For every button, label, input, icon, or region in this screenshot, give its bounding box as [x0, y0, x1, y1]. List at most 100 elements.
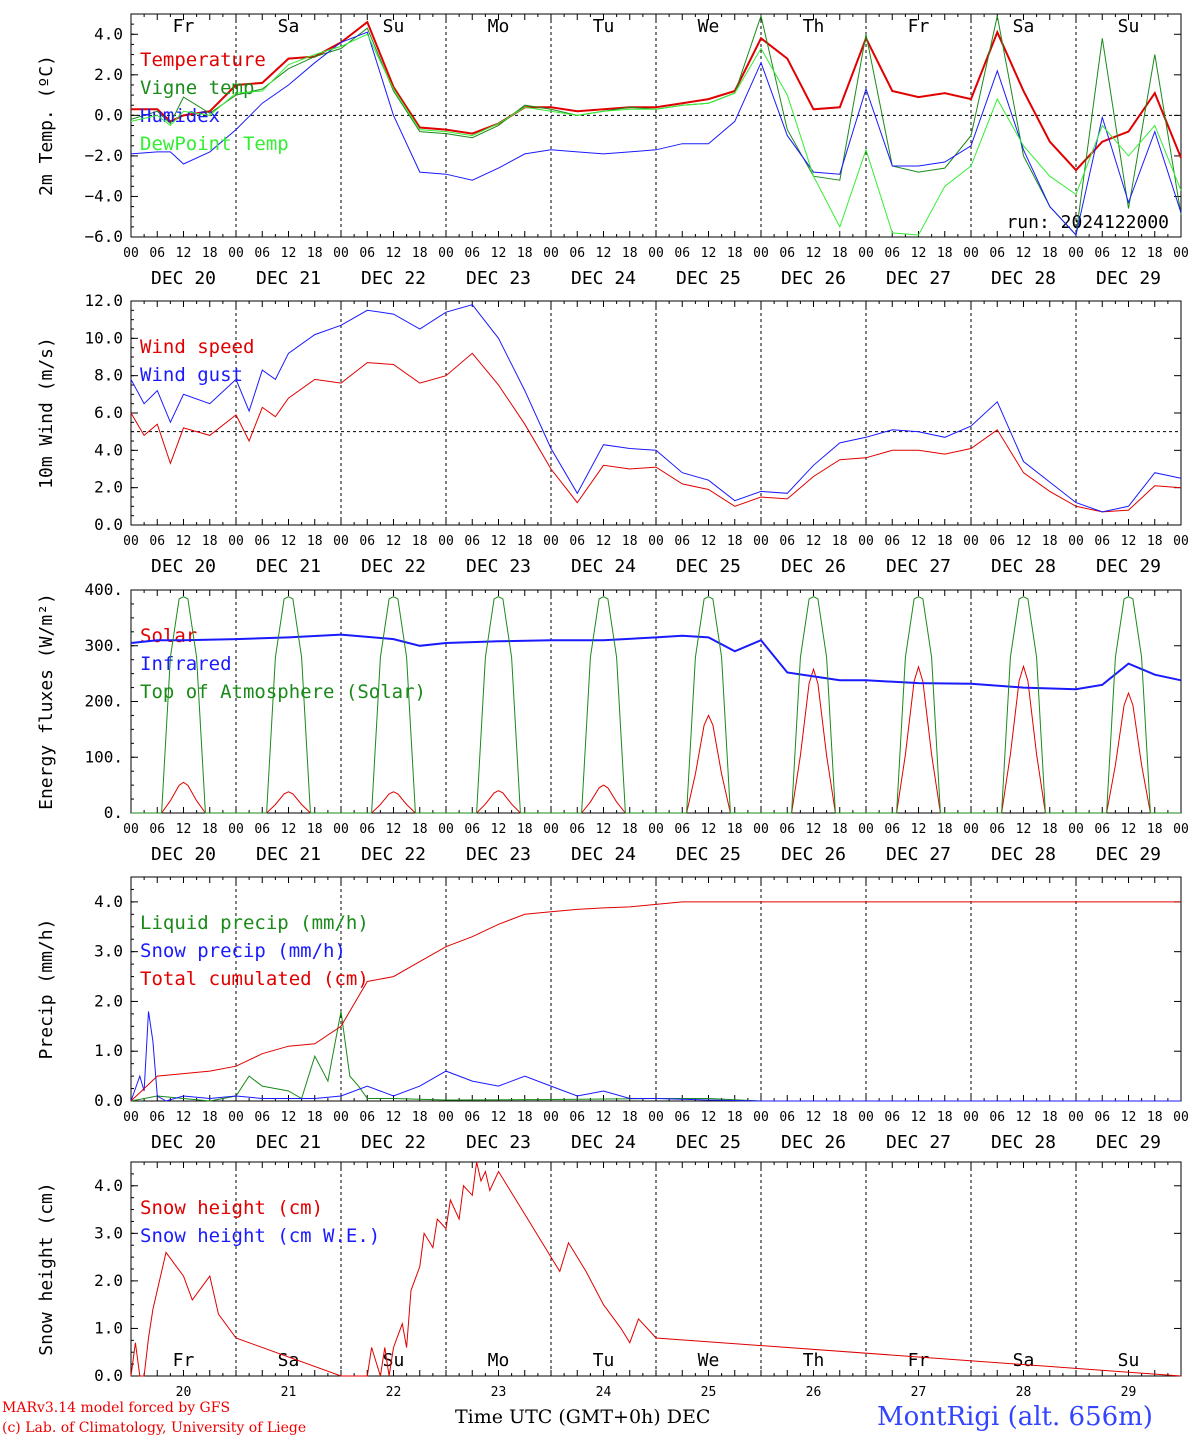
- date-label: DEC 28: [991, 844, 1056, 865]
- weekday-label: Sa: [278, 16, 300, 37]
- weekday-label: Tu: [593, 16, 615, 37]
- hour-tick-label: 18: [307, 1110, 323, 1125]
- hour-tick-label: 00: [858, 246, 874, 261]
- hour-tick-label: 12: [281, 822, 297, 837]
- hour-tick-label: 12: [281, 246, 297, 261]
- hour-tick-label: 12: [1016, 1110, 1032, 1125]
- hour-tick-label: 00: [1173, 246, 1189, 261]
- date-label: DEC 24: [571, 844, 636, 865]
- series-line-2: [131, 596, 1181, 814]
- hour-tick-label: 12: [1121, 246, 1137, 261]
- hour-tick-label: 12: [596, 534, 612, 549]
- hour-tick-label: 12: [176, 822, 192, 837]
- date-label: DEC 20: [151, 556, 216, 577]
- hour-tick-label: 18: [622, 246, 638, 261]
- hour-tick-label: 12: [386, 246, 402, 261]
- y-tick-label: 3.0: [94, 1223, 123, 1242]
- hour-tick-label: 00: [543, 822, 559, 837]
- date-label: DEC 21: [256, 844, 321, 865]
- hour-tick-label: 18: [1042, 534, 1058, 549]
- series-line-2: [130, 31, 1182, 237]
- date-label: DEC 26: [781, 1132, 846, 1153]
- day-number-label: 29: [1121, 1385, 1137, 1400]
- hour-tick-label: 00: [228, 246, 244, 261]
- weekday-label: Su: [1118, 1350, 1140, 1371]
- hour-tick-label: 18: [1042, 246, 1058, 261]
- hour-tick-label: 12: [596, 822, 612, 837]
- hour-tick-label: 12: [176, 1110, 192, 1125]
- y-axis-label: Snow height (cm): [36, 1182, 57, 1355]
- hour-tick-label: 06: [674, 246, 690, 261]
- hour-tick-label: 06: [884, 822, 900, 837]
- hour-tick-label: 12: [491, 534, 507, 549]
- y-tick-label: 300.: [84, 636, 123, 655]
- date-label: DEC 23: [466, 268, 531, 289]
- date-label: DEC 24: [571, 1132, 636, 1153]
- hour-tick-label: 00: [123, 822, 139, 837]
- hour-tick-label: 06: [1094, 822, 1110, 837]
- y-tick-label: 100.: [84, 747, 123, 766]
- hour-tick-label: 12: [386, 1110, 402, 1125]
- hour-tick-label: 12: [1016, 246, 1032, 261]
- hour-tick-label: 18: [832, 534, 848, 549]
- hour-tick-label: 06: [254, 246, 270, 261]
- weekday-label: Su: [383, 16, 405, 37]
- hour-tick-label: 12: [911, 246, 927, 261]
- y-tick-label: 4.0: [94, 24, 123, 43]
- date-label: DEC 24: [571, 556, 636, 577]
- weekday-label: We: [698, 1350, 720, 1371]
- x-axis-title: Time UTC (GMT+0h) DEC: [455, 1406, 711, 1428]
- hour-tick-label: 06: [989, 246, 1005, 261]
- hour-tick-label: 00: [648, 822, 664, 837]
- weekday-label: Sa: [1013, 16, 1035, 37]
- hour-tick-label: 00: [438, 246, 454, 261]
- date-label: DEC 23: [466, 556, 531, 577]
- hour-tick-label: 00: [963, 1110, 979, 1125]
- energy-panel: 400. 300. 200. 100. 0. Energy fluxes (W/m²) 00…: [36, 580, 1189, 865]
- date-label: DEC 25: [676, 1132, 741, 1153]
- y-tick-label: 0.0: [94, 515, 123, 534]
- series-line-2: [130, 901, 1181, 1102]
- hour-tick-label: 18: [517, 822, 533, 837]
- legend-entry: Total cumulated (cm): [140, 968, 369, 990]
- series-line-1: [130, 14, 1182, 237]
- day-number-label: 20: [176, 1385, 192, 1400]
- hour-tick-label: 06: [149, 1110, 165, 1125]
- hour-tick-label: 00: [858, 1110, 874, 1125]
- hour-tick-label: 12: [701, 822, 717, 837]
- hour-tick-label: 18: [412, 534, 428, 549]
- hour-tick-label: 00: [963, 534, 979, 549]
- hour-tick-label: 18: [202, 246, 218, 261]
- hour-tick-label: 18: [1147, 246, 1163, 261]
- hour-tick-label: 18: [622, 534, 638, 549]
- date-label: DEC 29: [1096, 1132, 1161, 1153]
- hour-tick-label: 00: [228, 534, 244, 549]
- plot-frame: [130, 300, 1182, 526]
- y-tick-label: 4.0: [94, 440, 123, 459]
- date-label: DEC 23: [466, 844, 531, 865]
- temperature-panel: 4.0 2.0 0.0 −2.0 −4.0 −6.0 2m Temp. (ºC) 00 06 12…: [36, 13, 1189, 289]
- legend-entry: Snow height (cm W.E.): [140, 1225, 380, 1247]
- date-label: DEC 29: [1096, 844, 1161, 865]
- hour-tick-label: 06: [1094, 534, 1110, 549]
- series-line-0: [130, 1161, 1182, 1377]
- weekday-label: Mo: [488, 16, 510, 37]
- hour-tick-label: 18: [307, 822, 323, 837]
- weekday-label: Mo: [488, 1350, 510, 1371]
- hour-tick-label: 06: [884, 246, 900, 261]
- hour-tick-label: 18: [937, 534, 953, 549]
- hour-tick-label: 06: [884, 1110, 900, 1125]
- hour-tick-label: 06: [884, 534, 900, 549]
- hour-tick-label: 12: [491, 1110, 507, 1125]
- hour-tick-label: 06: [569, 822, 585, 837]
- hour-tick-label: 18: [1147, 534, 1163, 549]
- hour-tick-label: 18: [517, 534, 533, 549]
- date-label: DEC 20: [151, 844, 216, 865]
- hour-tick-label: 00: [228, 1110, 244, 1125]
- hour-tick-label: 06: [989, 534, 1005, 549]
- hour-tick-label: 00: [1068, 822, 1084, 837]
- y-axis-label: 2m Temp. (ºC): [36, 55, 57, 196]
- hour-tick-label: 00: [543, 1110, 559, 1125]
- hour-tick-label: 18: [307, 246, 323, 261]
